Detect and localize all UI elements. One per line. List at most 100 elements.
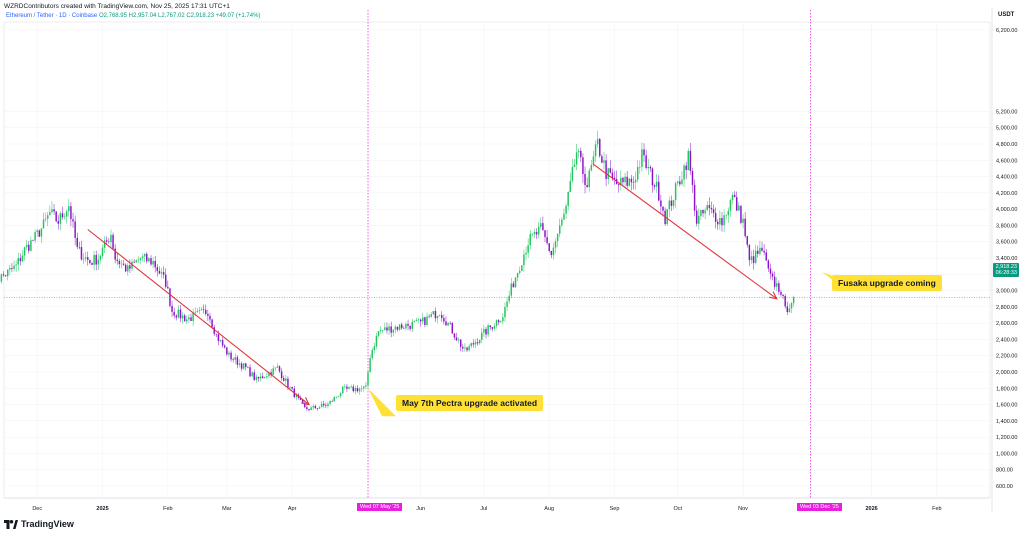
candle — [57, 215, 60, 230]
candle — [139, 257, 142, 265]
candle-body — [645, 155, 647, 169]
candle — [702, 209, 704, 218]
candle — [641, 142, 643, 172]
candle — [483, 325, 485, 337]
candle-body — [139, 257, 142, 260]
candle-body — [390, 326, 392, 333]
event-date-fusaka: Wed 03 Dec '25 — [797, 503, 842, 511]
candle-body — [584, 174, 586, 185]
candle-body — [636, 166, 639, 180]
candle-body — [70, 206, 72, 220]
candle — [464, 343, 466, 352]
candle — [451, 321, 454, 334]
candle — [580, 147, 582, 163]
candle — [251, 371, 253, 377]
candle — [278, 365, 281, 373]
candle — [333, 396, 336, 402]
candle-body — [80, 247, 83, 260]
candle — [186, 315, 188, 325]
candle — [133, 259, 135, 264]
candle-body — [476, 342, 479, 344]
candle-body — [356, 388, 359, 392]
candle — [95, 250, 97, 271]
candle-body — [518, 271, 521, 274]
x-tick-label: Mar — [222, 506, 232, 512]
candle-body — [462, 346, 464, 349]
candle — [514, 277, 517, 288]
candle — [432, 311, 435, 316]
candle — [190, 313, 192, 322]
candle-body — [192, 312, 194, 321]
tradingview-logo[interactable]: TradingView — [4, 519, 74, 529]
candle-body — [478, 339, 481, 344]
candle-body — [403, 328, 405, 329]
candle-body — [209, 315, 211, 320]
candle-body — [78, 246, 81, 248]
candle — [89, 259, 91, 265]
candle — [472, 339, 475, 348]
candle — [4, 274, 7, 277]
y-tick-label: 4,400.00 — [996, 175, 1017, 181]
candle-body — [455, 337, 458, 341]
candle — [660, 194, 662, 214]
candle — [173, 307, 175, 319]
candle-body — [131, 261, 133, 269]
candle — [13, 260, 15, 272]
candle — [143, 253, 146, 263]
candle-body — [259, 376, 262, 379]
candle — [689, 143, 692, 175]
candle-body — [605, 160, 607, 179]
candle — [114, 244, 116, 264]
candle — [510, 277, 513, 298]
candle-body — [394, 326, 397, 330]
candle-body — [417, 319, 420, 321]
candle-body — [249, 367, 251, 377]
candle — [331, 399, 333, 402]
candle — [82, 252, 85, 265]
candle — [763, 243, 765, 256]
candle — [99, 254, 102, 264]
candle — [55, 211, 57, 223]
candle — [628, 177, 631, 187]
candle-body — [752, 256, 755, 263]
candle — [101, 244, 104, 259]
candle-body — [670, 200, 673, 206]
candle — [70, 202, 72, 227]
candle — [605, 154, 607, 187]
candle-body — [221, 340, 224, 346]
candle-body — [721, 218, 723, 226]
candle — [354, 386, 357, 395]
candle-body — [148, 258, 150, 262]
candle — [124, 263, 127, 273]
candle-body — [596, 138, 599, 145]
candle-body — [198, 310, 201, 312]
candle-body — [188, 317, 190, 320]
price-axis: 600.00 800.00 1,000.00 1,200.00 1,400.00 1,60… — [991, 8, 1017, 512]
candle — [314, 404, 317, 409]
candle-body — [118, 260, 121, 265]
candle-body — [272, 368, 274, 375]
candle-body — [384, 327, 386, 331]
candle-body — [255, 376, 258, 380]
candle — [786, 301, 789, 316]
candle-body — [754, 250, 757, 263]
y-tick-label: 4,600.00 — [996, 158, 1017, 164]
candle — [643, 143, 645, 163]
candle — [710, 201, 713, 214]
candle — [750, 250, 753, 264]
candle-body — [236, 357, 239, 365]
symbol-name[interactable]: Ethereum / Tether · 1D · Coinbase — [6, 13, 98, 19]
candle-body — [278, 366, 281, 372]
candle — [419, 318, 422, 327]
candle-body — [310, 407, 312, 411]
candle — [535, 228, 538, 239]
candle — [198, 306, 201, 315]
candle-body — [474, 342, 477, 345]
candle — [683, 163, 685, 187]
candle-body — [453, 333, 456, 338]
candle — [596, 130, 599, 148]
candle-body — [47, 215, 49, 219]
candle-body — [445, 321, 447, 326]
candle-body — [441, 315, 443, 319]
